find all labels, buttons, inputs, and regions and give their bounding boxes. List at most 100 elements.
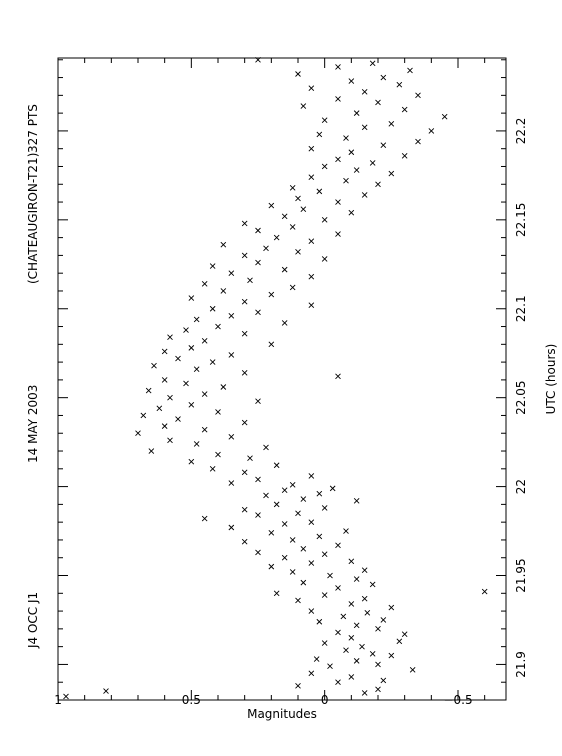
data-point-marker [201, 515, 208, 522]
data-point-marker [255, 549, 261, 556]
rotated-figure: J4 OCC J1 14 MAY 2003 (CHATEAUGIRON-T21)… [26, 56, 558, 721]
data-point-marker [220, 288, 227, 294]
data-point-marker [369, 650, 376, 657]
data-point-marker [255, 512, 261, 518]
data-point-marker [241, 330, 248, 337]
plot-frame [57, 57, 507, 701]
data-point-marker [327, 663, 333, 670]
data-point-marker [201, 426, 208, 433]
data-point-marker [209, 305, 216, 312]
data-point-marker [215, 451, 221, 458]
data-point-marker [361, 567, 368, 573]
data-point-marker [241, 298, 248, 305]
data-point-marker [156, 405, 163, 412]
data-point-marker [255, 259, 261, 266]
data-point-marker [388, 652, 395, 659]
data-point-marker [415, 92, 421, 99]
data-point-marker [135, 430, 141, 437]
data-point-marker [255, 227, 261, 234]
data-point-marker [151, 362, 157, 369]
data-point-marker [281, 487, 288, 493]
data-point-marker [348, 149, 355, 156]
data-point-marker [175, 355, 181, 362]
data-point-marker [228, 524, 235, 531]
data-point-marker [348, 674, 355, 680]
data-point-marker [343, 647, 349, 654]
y-axis-label: Magnitudes [247, 707, 317, 721]
x-tick-label: 22.1 [514, 295, 528, 322]
data-point-marker [415, 138, 421, 145]
data-point-marker [308, 174, 315, 180]
data-point-marker [300, 103, 307, 109]
x-tick-label: 22 [514, 479, 528, 494]
data-point-marker [335, 629, 341, 636]
x-axis-label: UTC (hours) [544, 344, 558, 415]
data-point-marker [321, 640, 328, 646]
data-point-marker [241, 419, 248, 426]
data-point-marker [353, 167, 360, 173]
data-point-marker [375, 626, 381, 632]
data-point-marker [335, 96, 341, 102]
data-point-marker [289, 481, 296, 488]
data-point-marker [255, 398, 261, 405]
data-point-marker [209, 359, 216, 365]
data-point-marker [161, 377, 168, 383]
data-point-marker [295, 682, 301, 689]
data-point-marker [396, 638, 403, 645]
data-point-marker [441, 113, 448, 120]
data-point-marker [268, 202, 275, 209]
data-point-marker [247, 277, 253, 284]
data-point-marker [209, 465, 216, 472]
x-tick-label: 22.2 [514, 118, 528, 145]
x-axis-ticks: 21.9 21.95 22 22.05 22.1 22.15 22.2 [58, 59, 528, 683]
data-point-marker [220, 241, 227, 248]
y-tick-label: 0 [321, 693, 329, 707]
data-point-marker [388, 170, 395, 177]
data-point-marker [335, 64, 341, 70]
data-point-marker [300, 579, 307, 586]
data-point-marker [281, 320, 288, 326]
data-point-marker [396, 81, 403, 88]
y-tick-label: −0.5 [443, 693, 472, 707]
data-point-marker [353, 110, 360, 116]
data-point-marker [380, 142, 387, 148]
data-point-marker [228, 352, 235, 358]
data-point-marker [281, 266, 288, 273]
data-point-marker [327, 572, 333, 579]
data-point-marker [361, 595, 368, 602]
data-point-marker [335, 156, 341, 163]
data-point-marker [321, 551, 328, 557]
data-point-marker [316, 188, 323, 195]
chart-header-station: (CHATEAUGIRON-T21) [26, 153, 40, 284]
data-point-marker [188, 295, 195, 301]
x-tick-label: 22.05 [514, 380, 528, 414]
data-point-marker [201, 391, 208, 397]
chart-header-object: J4 OCC J1 [26, 592, 40, 649]
data-point-marker [321, 256, 328, 262]
data-point-marker [409, 666, 416, 673]
data-point-marker [380, 677, 387, 684]
data-point-marker [241, 220, 248, 227]
data-point-marker [281, 521, 288, 527]
data-point-marker [407, 67, 413, 74]
data-point-marker [167, 334, 173, 341]
data-point-marker [295, 195, 301, 202]
data-point-marker [308, 273, 315, 280]
data-point-marker [167, 394, 173, 401]
data-point-marker [335, 199, 341, 205]
data-point-marker [388, 604, 395, 611]
data-point-marker [273, 234, 280, 241]
data-point-marker [273, 462, 280, 469]
data-point-marker [335, 373, 341, 380]
data-point-marker [268, 341, 275, 348]
data-point-marker [241, 506, 248, 513]
data-point-marker [380, 617, 387, 623]
data-point-marker [247, 455, 253, 461]
data-point-marker [375, 99, 381, 106]
data-point-marker [188, 401, 195, 408]
data-point-marker [308, 473, 315, 479]
data-point-marker [369, 160, 376, 166]
data-point-marker [255, 476, 261, 483]
data-point-marker [348, 601, 355, 607]
data-point-marker [188, 458, 195, 465]
